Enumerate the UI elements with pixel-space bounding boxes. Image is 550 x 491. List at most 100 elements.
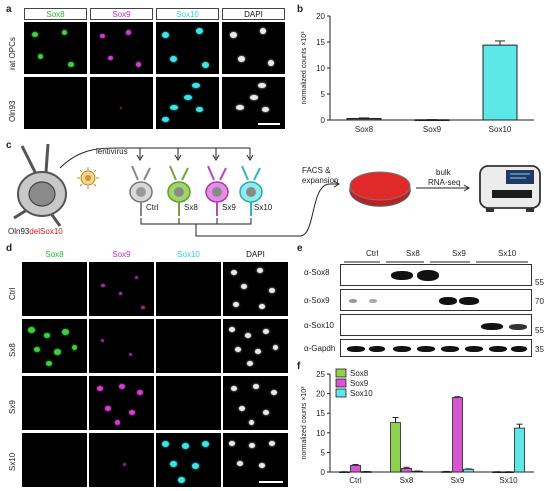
- panel-label-d: d: [6, 243, 13, 254]
- cell-line-suffix: delSox10: [29, 227, 63, 236]
- cell-sx10-icon: [239, 165, 263, 216]
- lane-sx9: Sx9: [452, 249, 466, 258]
- sequencer-icon: [479, 165, 541, 212]
- micrograph-d-ctrl-sox9: [89, 262, 154, 316]
- blot-sox8: [340, 264, 532, 286]
- y-tick-label: 10: [316, 64, 325, 73]
- panel-label-a: a: [6, 4, 12, 15]
- d-row-sx8: Sx8: [8, 343, 17, 357]
- micrograph-d-sx10-sox9: [89, 433, 154, 487]
- micrograph-d-sx8-sox10: [156, 319, 221, 373]
- lane-sx8: Sx8: [406, 249, 420, 258]
- wb-label-sox8: α-Sox8: [304, 268, 330, 277]
- row-label-oln93: Oln93: [8, 100, 17, 122]
- scale-bar: [258, 123, 280, 125]
- scale-bar-d: [259, 481, 283, 483]
- cell-sx8-icon: [167, 165, 191, 216]
- wb-label-sox9: α-Sox9: [304, 296, 330, 305]
- group-label-sx8: Sx8: [184, 203, 198, 212]
- micrograph-d-ctrl-dapi: [223, 262, 288, 316]
- bar-sox10: [482, 44, 518, 121]
- d-row-ctrl: Ctrl: [8, 287, 17, 300]
- marker-55-b: 55: [535, 326, 544, 335]
- micrograph-d-sx10-sox10: [156, 433, 221, 487]
- marker-70: 70: [535, 297, 544, 306]
- header-dapi: DAPI: [222, 8, 285, 20]
- marker-35: 35: [535, 345, 544, 354]
- cell-line-label: Oln93delSox10: [8, 227, 63, 236]
- x-tick-label: Sox9: [423, 125, 442, 134]
- bar-ctrl-sox9: [350, 464, 361, 473]
- virus-label: lentivirus: [96, 147, 128, 156]
- x-tick-label: Sx9: [451, 476, 465, 485]
- header-sox10: Sox10: [156, 8, 219, 20]
- bar-sox8: [346, 117, 382, 121]
- y-tick-label: 20: [316, 12, 325, 21]
- y-tick-label: 10: [316, 429, 325, 438]
- legend-swatch-sox9: [335, 378, 347, 388]
- oln93-cell-icon: [13, 143, 67, 227]
- micrograph-d-sx8-sox8: [22, 319, 87, 373]
- micrograph-a-oln93-sox10: [156, 77, 219, 129]
- cell-line-prefix: Oln93: [8, 227, 30, 236]
- micrograph-d-sx8-sox9: [89, 319, 154, 373]
- y-tick-label: 20: [316, 390, 325, 399]
- micrograph-d-ctrl-sox8: [22, 262, 87, 316]
- x-tick-label: Ctrl: [349, 476, 362, 485]
- y-tick-label: 15: [316, 38, 325, 47]
- group-label-ctrl: Ctrl: [146, 203, 159, 212]
- micrograph-d-sx10-sox8: [22, 433, 87, 487]
- legend-swatch-sox10: [335, 388, 347, 398]
- header-sox8: Sox8: [24, 8, 87, 20]
- micrograph-a-ratopc-sox8: [24, 22, 87, 74]
- legend-label-sox8: Sox8: [350, 369, 369, 378]
- micrograph-a-oln93-sox8: [24, 77, 87, 129]
- blot-sox9: [340, 289, 532, 311]
- bar-sx8-sox9: [401, 468, 412, 473]
- d-row-sx10: Sx10: [8, 452, 17, 471]
- d-row-sx9: Sx9: [8, 400, 17, 414]
- y-tick-label: 0: [321, 468, 326, 477]
- bar-sx10-sox10: [514, 427, 525, 473]
- blot-gapdh: [340, 339, 532, 357]
- y-tick-label: 15: [316, 409, 325, 418]
- bar-sx9-sox10: [463, 468, 474, 473]
- schematic-c: [13, 143, 541, 237]
- d-header-sox9: Sox9: [89, 249, 154, 261]
- lane-sx10: Sx10: [498, 249, 517, 258]
- micrograph-d-ctrl-sox10: [156, 262, 221, 316]
- micrograph-a-oln93-dapi: [222, 77, 285, 129]
- micrograph-d-sx9-sox10: [156, 376, 221, 430]
- chart-b: 0 5 10 15 20 normalized counts ×10³ Sox8 Sox9 So…: [301, 12, 534, 134]
- facs-label-2: expansion: [302, 176, 339, 185]
- bulk-label-1: bulk: [436, 168, 451, 177]
- legend-label-sox10: Sox10: [350, 389, 373, 398]
- bulk-label-2: RNA-seq: [428, 178, 461, 187]
- facs-label-1: FACS &: [302, 166, 331, 175]
- wb-label-gapdh: α-Gapdh: [304, 344, 336, 353]
- d-header-sox8: Sox8: [22, 249, 87, 261]
- micrograph-a-oln93-sox9: [90, 77, 153, 129]
- panel-label-f: f: [297, 361, 301, 372]
- micrograph-a-ratopc-dapi: [222, 22, 285, 74]
- lane-bars: [344, 261, 528, 263]
- panel-label-b: b: [297, 4, 304, 15]
- panel-label-c: c: [6, 140, 12, 151]
- virus-icon: [77, 167, 99, 189]
- micrograph-d-sx10-dapi: [223, 433, 288, 487]
- micrograph-d-sx9-dapi: [223, 376, 288, 430]
- header-sox9: Sox9: [90, 8, 153, 20]
- x-tick-label: Sox10: [489, 125, 512, 134]
- group-label-sx9: Sx9: [222, 203, 236, 212]
- legend-label-sox9: Sox9: [350, 379, 369, 388]
- micrograph-a-ratopc-sox9: [90, 22, 153, 74]
- y-tick-label: 5: [321, 90, 326, 99]
- y-tick-label: 5: [321, 448, 326, 457]
- panel-label-e: e: [297, 243, 303, 254]
- legend-swatch-sox8: [335, 368, 347, 378]
- cell-ctrl-icon: [129, 165, 153, 216]
- row-label-rat-opcs: rat OPCs: [8, 37, 17, 70]
- micrograph-d-sx9-sox9: [89, 376, 154, 430]
- bar-sx9-sox9: [452, 397, 463, 473]
- y-tick-label: 25: [316, 370, 325, 379]
